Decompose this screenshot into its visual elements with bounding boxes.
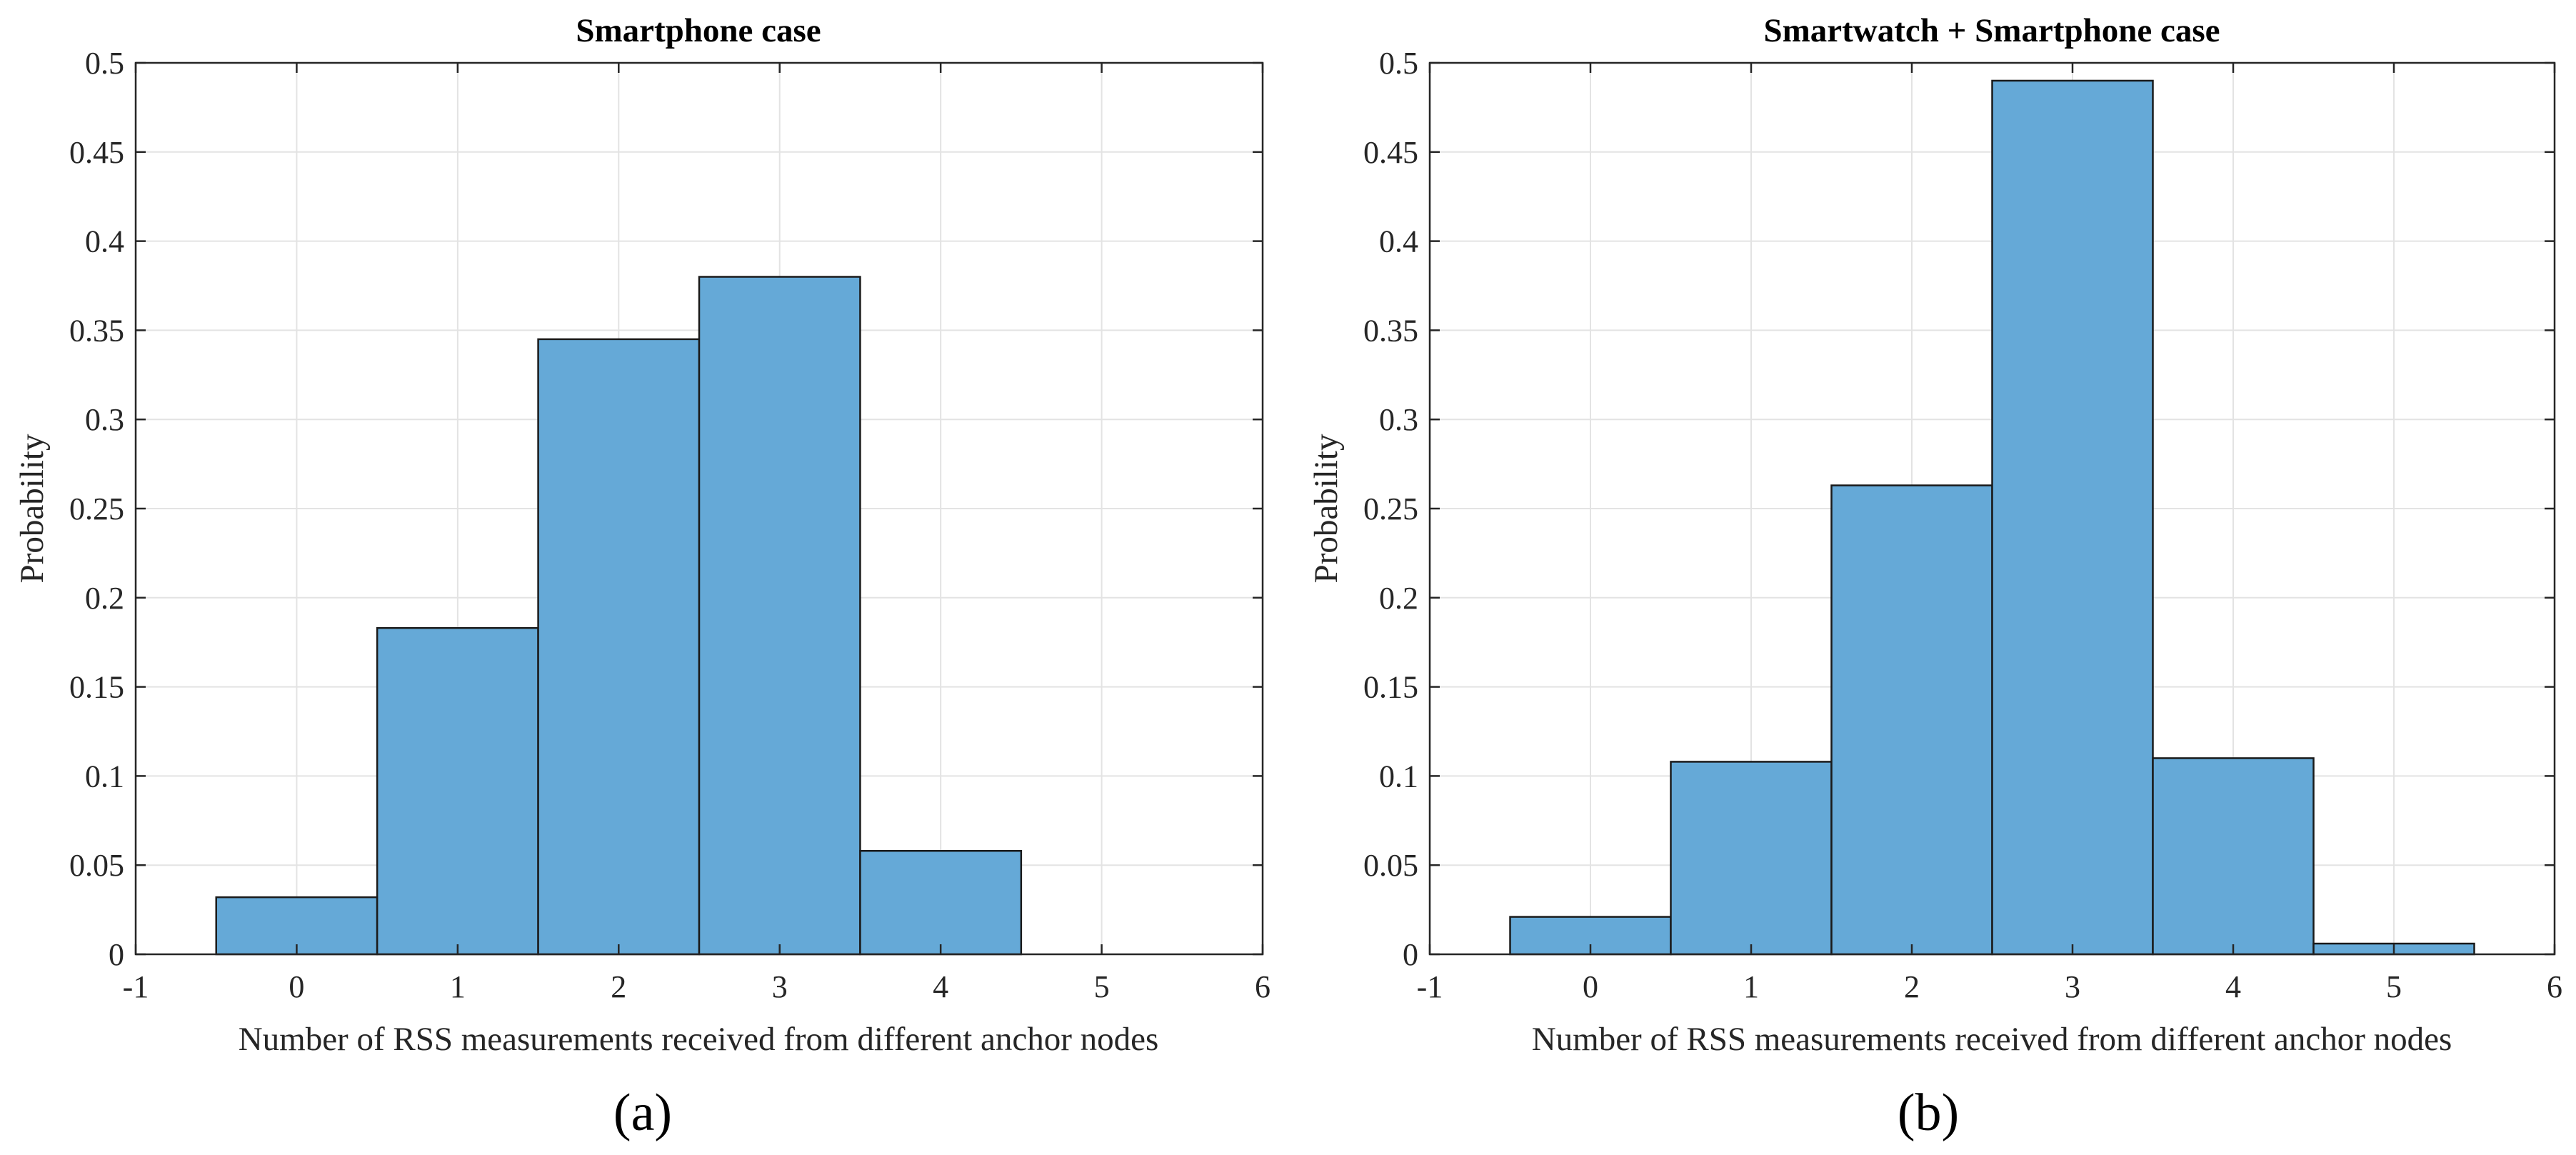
x-tick-label: 4 bbox=[933, 969, 948, 1004]
y-tick-label: 0 bbox=[1403, 937, 1418, 972]
x-axis-title: Number of RSS measurements received from… bbox=[1532, 1021, 2452, 1058]
bar-3 bbox=[698, 276, 861, 956]
y-tick-label: 0.05 bbox=[69, 848, 124, 883]
x-tick-label: 2 bbox=[611, 969, 626, 1004]
x-tick-label: -1 bbox=[1417, 969, 1443, 1004]
bar-3 bbox=[1991, 79, 2154, 956]
bar-4 bbox=[2152, 757, 2315, 956]
x-tick-label: 5 bbox=[1094, 969, 1110, 1004]
x-tick-label: 1 bbox=[450, 969, 466, 1004]
y-axis-title: Probability bbox=[14, 434, 51, 583]
y-tick-label: 0.35 bbox=[1363, 313, 1418, 348]
bar-2 bbox=[1830, 484, 1993, 956]
x-tick-label: 1 bbox=[1743, 969, 1759, 1004]
bar-1 bbox=[376, 626, 539, 956]
y-tick-label: 0.5 bbox=[1379, 46, 1418, 81]
chart-title: Smartphone case bbox=[576, 12, 821, 49]
y-tick-label: 0.15 bbox=[1363, 670, 1418, 705]
bar-2 bbox=[537, 338, 701, 956]
chart-title: Smartwatch + Smartphone case bbox=[1763, 12, 2220, 49]
y-tick-label: 0.1 bbox=[85, 759, 124, 794]
y-tick-label: 0.4 bbox=[1379, 224, 1418, 259]
y-tick-label: 0.45 bbox=[1363, 135, 1418, 170]
y-tick-label: 0.1 bbox=[1379, 759, 1418, 794]
x-tick-label: 0 bbox=[289, 969, 304, 1004]
y-tick-label: 0.45 bbox=[69, 135, 124, 170]
x-axis-title: Number of RSS measurements received from… bbox=[239, 1021, 1159, 1058]
y-tick-label: 0.5 bbox=[85, 46, 124, 81]
y-tick-label: 0.4 bbox=[85, 224, 124, 259]
y-tick-label: 0.2 bbox=[1379, 581, 1418, 616]
y-tick-label: 0.2 bbox=[85, 581, 124, 616]
y-tick-label: 0 bbox=[109, 937, 124, 972]
x-tick-label: 0 bbox=[1583, 969, 1598, 1004]
y-tick-label: 0.25 bbox=[1363, 491, 1418, 526]
y-tick-label: 0.3 bbox=[1379, 402, 1418, 437]
y-tick-label: 0.15 bbox=[69, 670, 124, 705]
x-tick-label: 4 bbox=[2225, 969, 2241, 1004]
x-tick-label: 5 bbox=[2386, 969, 2402, 1004]
panel-label: (a) bbox=[613, 1084, 672, 1142]
y-tick-label: 0.35 bbox=[69, 313, 124, 348]
x-tick-label: -1 bbox=[123, 969, 149, 1004]
y-tick-label: 0.25 bbox=[69, 491, 124, 526]
y-axis-title: Probability bbox=[1308, 434, 1345, 583]
bar-4 bbox=[859, 849, 1023, 956]
panel-label: (b) bbox=[1898, 1084, 1959, 1142]
panel-a-smartphone-histogram: Smartphone case 0 0.05 0.1 0.15 0.2 0.25 0.3 0.… bbox=[14, 12, 1271, 1142]
x-tick-label: 3 bbox=[2065, 969, 2080, 1004]
y-tick-label: 0.05 bbox=[1363, 848, 1418, 883]
x-tick-label: 6 bbox=[1255, 969, 1271, 1004]
bar-1 bbox=[1670, 761, 1833, 956]
x-tick-label: 2 bbox=[1904, 969, 1920, 1004]
x-tick-label: 3 bbox=[772, 969, 788, 1004]
y-tick-label: 0.3 bbox=[85, 402, 124, 437]
x-tick-label: 6 bbox=[2547, 969, 2562, 1004]
panel-b-smartwatch-smartphone-histogram: Smartwatch + Smartphone case 0 0.05 0.1 0.1… bbox=[1308, 12, 2562, 1142]
